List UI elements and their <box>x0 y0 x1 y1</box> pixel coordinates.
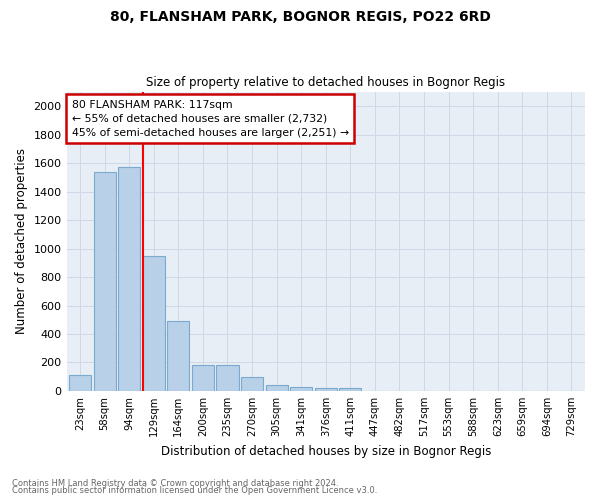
Bar <box>241 376 263 391</box>
Bar <box>290 388 312 391</box>
Text: 80, FLANSHAM PARK, BOGNOR REGIS, PO22 6RD: 80, FLANSHAM PARK, BOGNOR REGIS, PO22 6R… <box>110 10 490 24</box>
Text: Contains public sector information licensed under the Open Government Licence v3: Contains public sector information licen… <box>12 486 377 495</box>
Bar <box>192 364 214 391</box>
Text: 80 FLANSHAM PARK: 117sqm
← 55% of detached houses are smaller (2,732)
45% of sem: 80 FLANSHAM PARK: 117sqm ← 55% of detach… <box>72 100 349 138</box>
Bar <box>315 388 337 391</box>
Bar <box>266 385 287 391</box>
Bar <box>118 168 140 391</box>
Title: Size of property relative to detached houses in Bognor Regis: Size of property relative to detached ho… <box>146 76 505 90</box>
Bar <box>94 172 116 391</box>
Bar <box>217 364 239 391</box>
Bar <box>143 256 165 391</box>
Bar <box>339 388 361 391</box>
Bar <box>167 321 190 391</box>
Bar <box>69 376 91 391</box>
X-axis label: Distribution of detached houses by size in Bognor Regis: Distribution of detached houses by size … <box>161 444 491 458</box>
Y-axis label: Number of detached properties: Number of detached properties <box>15 148 28 334</box>
Text: Contains HM Land Registry data © Crown copyright and database right 2024.: Contains HM Land Registry data © Crown c… <box>12 478 338 488</box>
